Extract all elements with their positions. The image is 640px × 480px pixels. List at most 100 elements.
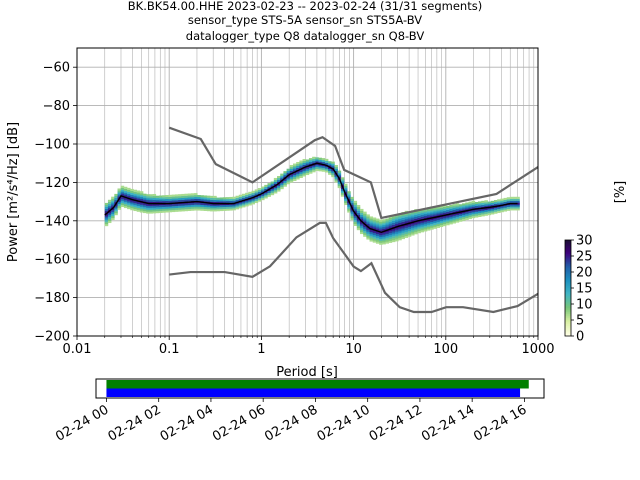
heatmap-cell [426, 222, 431, 225]
y-tick-label: −60 [43, 61, 70, 76]
heatmap-cell [149, 211, 153, 214]
heatmap-cell [490, 202, 495, 205]
heatmap-cell [516, 208, 520, 211]
heatmap-cell [516, 200, 520, 203]
heatmap-cell [117, 194, 122, 197]
heatmap-cell [270, 185, 275, 188]
heatmap-cell [353, 202, 358, 205]
heatmap-cell [133, 193, 137, 196]
heatmap-cell [452, 221, 456, 224]
time-tick-label: 02-24 10 [315, 402, 373, 444]
heatmap-cell [334, 170, 338, 173]
heatmap-cell [407, 213, 412, 216]
heatmap-cell [194, 193, 198, 196]
heatmap-cell [146, 198, 150, 201]
heatmap-cell [446, 223, 450, 226]
heatmap-cell [344, 183, 348, 186]
heatmap-cell [270, 191, 275, 194]
heatmap-cell [478, 211, 482, 214]
heatmap-cell [302, 172, 307, 175]
heatmap-cell [442, 206, 447, 209]
heatmap-cell [184, 205, 188, 208]
heatmap-cell [305, 171, 310, 174]
heatmap-cell [395, 220, 399, 223]
heatmap-cell [210, 197, 214, 200]
heatmap-cell [340, 181, 345, 184]
colorbar-step [565, 310, 571, 313]
heatmap-cell [484, 207, 488, 211]
heatmap-cell [216, 205, 220, 208]
heatmap-cell [417, 223, 421, 226]
colorbar-step [565, 324, 571, 327]
heatmap-cell [375, 233, 380, 237]
heatmap-cell [277, 179, 281, 182]
heatmap-cell [328, 161, 332, 164]
heatmap-cell [136, 198, 141, 201]
heatmap-cell [401, 227, 405, 230]
heatmap-cell [372, 227, 377, 230]
heatmap-cell [423, 213, 428, 217]
heatmap-cell [407, 219, 412, 222]
heatmap-cell [455, 218, 460, 221]
heatmap-cell [407, 226, 412, 230]
heatmap-cell [152, 209, 157, 212]
heatmap-cell [506, 208, 511, 211]
heatmap-cell [321, 158, 326, 161]
heatmap-cell [375, 228, 380, 231]
heatmap-cell [430, 219, 434, 222]
heatmap-cell [411, 214, 415, 217]
heatmap-cell [363, 221, 367, 224]
heatmap-cell [500, 198, 504, 201]
colorbar-step [565, 302, 571, 305]
heatmap-cell [178, 207, 182, 210]
heatmap-cell [120, 201, 125, 204]
heatmap-cell [436, 206, 441, 209]
heatmap-cell [353, 220, 358, 223]
heatmap-cell [181, 203, 185, 206]
heatmap-cell [184, 203, 188, 206]
heatmap-cell [289, 176, 294, 179]
heatmap-cell [213, 207, 217, 210]
heatmap-cell [254, 200, 259, 204]
heatmap-cell [321, 161, 326, 165]
heatmap-cell [146, 203, 150, 206]
heatmap-cell [229, 198, 233, 201]
heatmap-cell [401, 221, 405, 224]
heatmap-cell [162, 208, 166, 211]
heatmap-cell [130, 202, 134, 205]
heatmap-cell [321, 160, 326, 163]
heatmap-cell [328, 170, 332, 173]
heatmap-cell [430, 221, 434, 224]
heatmap-cell [446, 205, 450, 208]
heatmap-cell [111, 196, 115, 199]
heatmap-cell [484, 213, 488, 216]
heatmap-cell [487, 211, 492, 214]
heatmap-cell [465, 208, 469, 211]
heatmap-cell [468, 215, 472, 218]
heatmap-cell [458, 204, 463, 207]
heatmap-cell [395, 218, 399, 221]
heatmap-cell [187, 193, 192, 196]
heatmap-cell [206, 209, 211, 212]
heatmap-cell [500, 208, 504, 211]
heatmap-cell [347, 191, 351, 194]
heatmap-cell [404, 226, 409, 229]
heatmap-cell [401, 236, 405, 240]
heatmap-cell [344, 200, 348, 204]
heatmap-cell [190, 208, 195, 211]
heatmap-cell [229, 208, 233, 211]
heatmap-cell [133, 197, 137, 200]
colorbar-step [565, 314, 571, 317]
heatmap-cell [433, 209, 437, 212]
heatmap-cell [155, 203, 160, 206]
heatmap-cell [417, 227, 421, 230]
heatmap-cell [379, 233, 383, 236]
heatmap-cell [127, 189, 131, 192]
heatmap-cell [312, 164, 316, 167]
heatmap-cell [344, 195, 348, 198]
heatmap-cell [292, 165, 297, 168]
heatmap-cell [369, 224, 374, 227]
heatmap-cell [210, 199, 214, 202]
heatmap-cell [120, 199, 125, 202]
heatmap-cell [337, 172, 342, 175]
